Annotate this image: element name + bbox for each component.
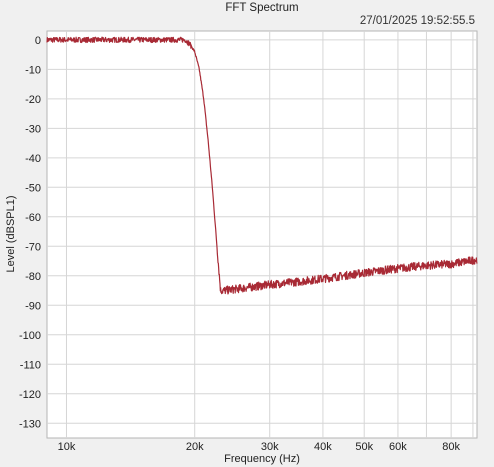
y-tick-label: -100 bbox=[19, 330, 41, 342]
y-tick-label: -80 bbox=[25, 271, 41, 283]
y-tick-label: -90 bbox=[25, 300, 41, 312]
y-tick-label: -120 bbox=[19, 389, 41, 401]
y-tick-label: -20 bbox=[25, 94, 41, 106]
y-tick-label: -40 bbox=[25, 153, 41, 165]
x-tick-label: 40k bbox=[314, 441, 332, 453]
y-tick-label: -110 bbox=[20, 359, 41, 371]
x-tick-label: 80k bbox=[442, 441, 460, 453]
timestamp: 27/01/2025 19:52:55.5 bbox=[360, 15, 475, 27]
x-tick-labels: 10k 20k 30k 40k 50k 60k 80k bbox=[58, 441, 461, 453]
chart-title: FFT Spectrum bbox=[225, 2, 298, 14]
x-tick-label: 20k bbox=[186, 441, 204, 453]
y-axis-label: Level (dBSPL1) bbox=[5, 195, 17, 272]
y-tick-labels: 0 -10 -20 -30 -40 -50 -60 -70 -80 -90 -100 -110 -120… bbox=[19, 35, 41, 430]
gridlines bbox=[47, 31, 477, 438]
x-tick-label: 50k bbox=[355, 441, 373, 453]
series-layer bbox=[46, 36, 478, 295]
y-tick-label: -50 bbox=[25, 182, 41, 194]
y-tick-label: -10 bbox=[25, 64, 41, 76]
x-tick-label: 10k bbox=[58, 441, 76, 453]
spectrum-series-line bbox=[46, 36, 478, 295]
y-tick-label: -70 bbox=[25, 241, 41, 253]
x-tick-label: 60k bbox=[389, 441, 407, 453]
y-tick-label: -30 bbox=[25, 123, 41, 135]
plot-area bbox=[46, 30, 478, 439]
y-tick-label: 0 bbox=[35, 35, 41, 47]
y-tick-label: -130 bbox=[19, 418, 41, 430]
x-axis-label: Frequency (Hz) bbox=[224, 453, 300, 465]
y-tick-label: -60 bbox=[25, 212, 41, 224]
x-tick-label: 30k bbox=[261, 441, 279, 453]
